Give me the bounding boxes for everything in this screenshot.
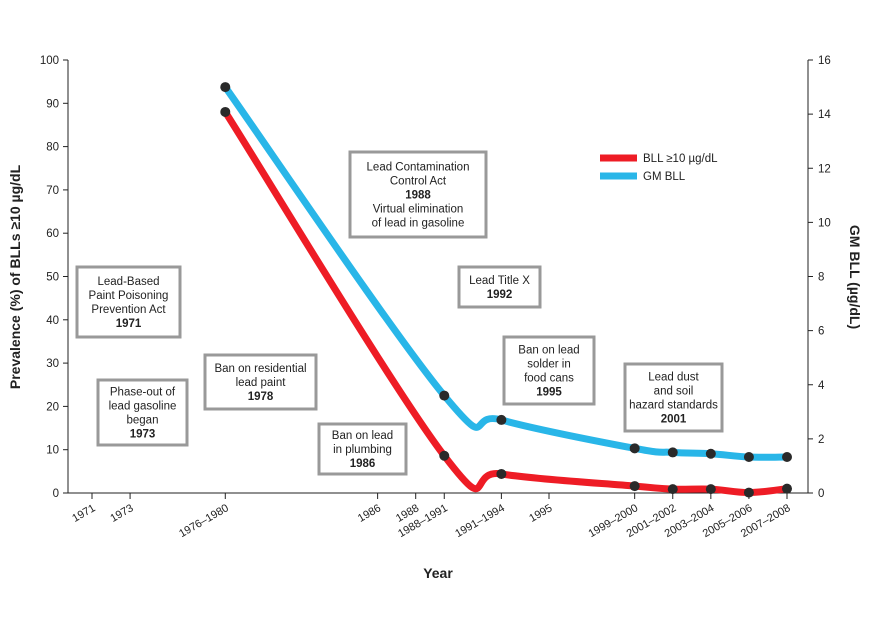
data-point <box>782 483 792 494</box>
legend-label: BLL ≥10 µg/dL <box>643 153 718 165</box>
annotation-border <box>317 422 408 476</box>
data-point <box>629 481 640 492</box>
annotation-year: 2001 <box>661 414 687 426</box>
left-y-axis-title: Prevalence (%) of BLLs ≥10 µg/dL <box>7 164 23 389</box>
annotation-text: Phase-out of <box>110 387 176 399</box>
annotation-text: food cans <box>524 373 574 385</box>
right-tick-label: 8 <box>818 272 824 284</box>
annotation-box: Lead Contamination Control Act 1988 Virtual… <box>348 150 488 239</box>
annotation-text: Lead Title X <box>469 275 530 287</box>
annotation-text: Ban on residential <box>214 363 306 375</box>
annotation-text: Virtual elimination <box>373 204 464 216</box>
x-axis-title: Year <box>423 565 453 581</box>
right-tick-label: 16 <box>818 55 831 67</box>
right-tick-label: 6 <box>818 326 824 338</box>
annotation-text: Prevention Act <box>91 304 166 316</box>
right-y-axis-title: GM BLL (µg/dL) <box>847 225 863 329</box>
data-point <box>496 468 507 479</box>
annotations: Lead-Based Paint Poisoning Prevention Act 1… <box>75 150 724 476</box>
annotation-text: lead paint <box>236 377 287 389</box>
x-tick-label: 1971 <box>70 502 97 525</box>
right-tick-label: 4 <box>818 380 825 392</box>
left-tick-label: 80 <box>46 142 59 154</box>
data-point <box>629 443 640 454</box>
annotation-border <box>502 335 596 406</box>
annotation-year: 1978 <box>248 391 274 403</box>
annotation-border <box>96 378 189 447</box>
left-tick-label: 10 <box>46 445 59 457</box>
left-tick-label: 100 <box>40 55 59 67</box>
data-point <box>220 82 231 93</box>
data-point <box>705 484 716 495</box>
right-tick-label: 14 <box>818 109 831 121</box>
left-tick-label: 60 <box>46 228 59 240</box>
annotation-box: Ban on lead in plumbing 1986 <box>317 422 408 476</box>
annotation-text: Lead dust <box>648 372 699 384</box>
right-tick-label: 0 <box>818 488 824 500</box>
annotation-year: 1986 <box>350 458 376 470</box>
left-tick-label: 30 <box>46 358 59 370</box>
right-tick-label: 2 <box>818 434 824 446</box>
left-tick-label: 0 <box>53 488 59 500</box>
data-point <box>496 414 507 425</box>
data-point <box>705 448 716 459</box>
legend: BLL ≥10 µg/dL GM BLL <box>600 153 718 183</box>
legend-label: GM BLL <box>643 171 686 183</box>
annotation-year: 1973 <box>130 429 156 441</box>
annotation-text: in plumbing <box>333 444 392 456</box>
data-point <box>439 390 450 401</box>
annotation-text: began <box>127 415 159 427</box>
annotation-text: lead gasoline <box>109 401 177 413</box>
annotation-text: of lead in gasoline <box>372 218 465 230</box>
data-point <box>220 106 231 117</box>
annotation-box: Phase-out of lead gasoline began 1973 <box>96 378 189 447</box>
series-line-0 <box>221 108 791 497</box>
data-point <box>743 487 754 498</box>
annotation-box: Lead-Based Paint Poisoning Prevention Act 1… <box>75 265 182 339</box>
annotation-border <box>623 362 724 433</box>
annotation-box: Lead dust and soil hazard standards 2001 <box>623 362 724 433</box>
data-point <box>667 484 678 495</box>
annotation-year: 1992 <box>487 289 513 301</box>
right-tick-label: 12 <box>818 163 831 175</box>
left-tick-label: 20 <box>46 401 59 413</box>
annotation-border <box>203 353 318 411</box>
annotation-box: Ban on lead solder in food cans 1995 <box>502 335 596 406</box>
annotation-text: and soil <box>654 386 694 398</box>
x-tick-label: 1995 <box>527 502 554 525</box>
annotation-text: Control Act <box>390 176 447 188</box>
annotation-box: Ban on residential lead paint 1978 <box>203 353 318 411</box>
annotation-year: 1995 <box>536 387 562 399</box>
annotation-text: Lead Contamination <box>367 162 470 174</box>
x-tick-label: 1991–1994 <box>453 502 507 540</box>
data-point <box>439 450 450 461</box>
annotation-text: Lead-Based <box>97 276 159 288</box>
right-tick-label: 10 <box>818 217 831 229</box>
left-tick-label: 70 <box>46 185 59 197</box>
data-point <box>782 452 792 463</box>
x-tick-label: 1976–1980 <box>177 502 231 540</box>
data-point <box>743 452 754 463</box>
annotation-year: 1988 <box>405 190 431 202</box>
annotation-year: 1971 <box>116 318 142 330</box>
annotation-border <box>457 265 542 309</box>
annotation-text: Ban on lead <box>332 430 393 442</box>
left-tick-label: 50 <box>46 272 59 284</box>
annotation-text: hazard standards <box>629 400 718 412</box>
annotation-text: Ban on lead <box>518 345 579 357</box>
data-point <box>667 447 678 458</box>
x-tick-label: 1986 <box>356 502 383 525</box>
annotation-text: Paint Poisoning <box>89 290 169 302</box>
left-tick-label: 90 <box>46 98 59 110</box>
left-tick-label: 40 <box>46 315 59 327</box>
series-lines <box>220 82 792 498</box>
annotation-border <box>348 150 488 239</box>
x-tick-label: 1973 <box>108 502 135 525</box>
annotation-border <box>75 265 182 339</box>
annotation-text: solder in <box>527 359 570 371</box>
annotation-box: Lead Title X 1992 <box>457 265 542 309</box>
series-line-1 <box>221 83 791 461</box>
